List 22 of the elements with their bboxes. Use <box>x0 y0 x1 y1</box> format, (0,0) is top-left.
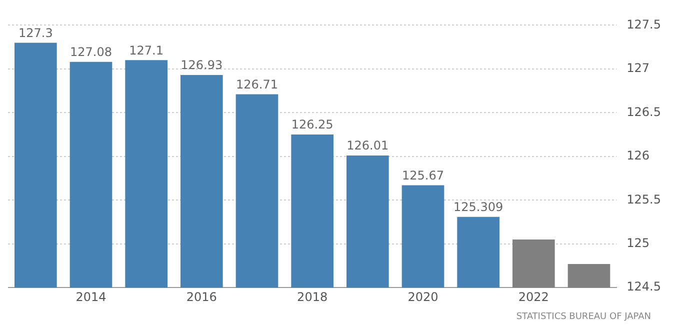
y-tick-label: 127.5 <box>626 17 662 32</box>
y-tick-label: 125 <box>626 236 650 250</box>
y-tick-label: 126 <box>626 148 650 163</box>
data-label: 126.93 <box>180 58 223 72</box>
y-tick-label: 126.5 <box>626 104 662 119</box>
x-tick-label: 2018 <box>297 290 328 304</box>
data-label: 125.309 <box>454 200 504 214</box>
y-tick-label: 124.5 <box>626 280 662 294</box>
x-tick-label: 2022 <box>518 290 549 304</box>
data-label: 126.25 <box>291 118 334 132</box>
x-tick-label: 2020 <box>408 290 438 304</box>
data-label: 126.71 <box>236 77 278 92</box>
data-label: 126.01 <box>346 138 389 153</box>
y-tick-label: 125.5 <box>626 192 662 206</box>
x-tick-label: 2014 <box>76 290 106 304</box>
x-tick-label: 2016 <box>186 290 217 304</box>
data-label: 125.67 <box>402 168 444 182</box>
data-label: 127.08 <box>70 45 112 60</box>
data-label: 127.1 <box>129 43 164 58</box>
data-label: 127.3 <box>18 26 53 40</box>
text: STATISTICS BUREAU OF JAPAN <box>515 312 652 322</box>
y-tick-label: 127 <box>626 61 650 76</box>
